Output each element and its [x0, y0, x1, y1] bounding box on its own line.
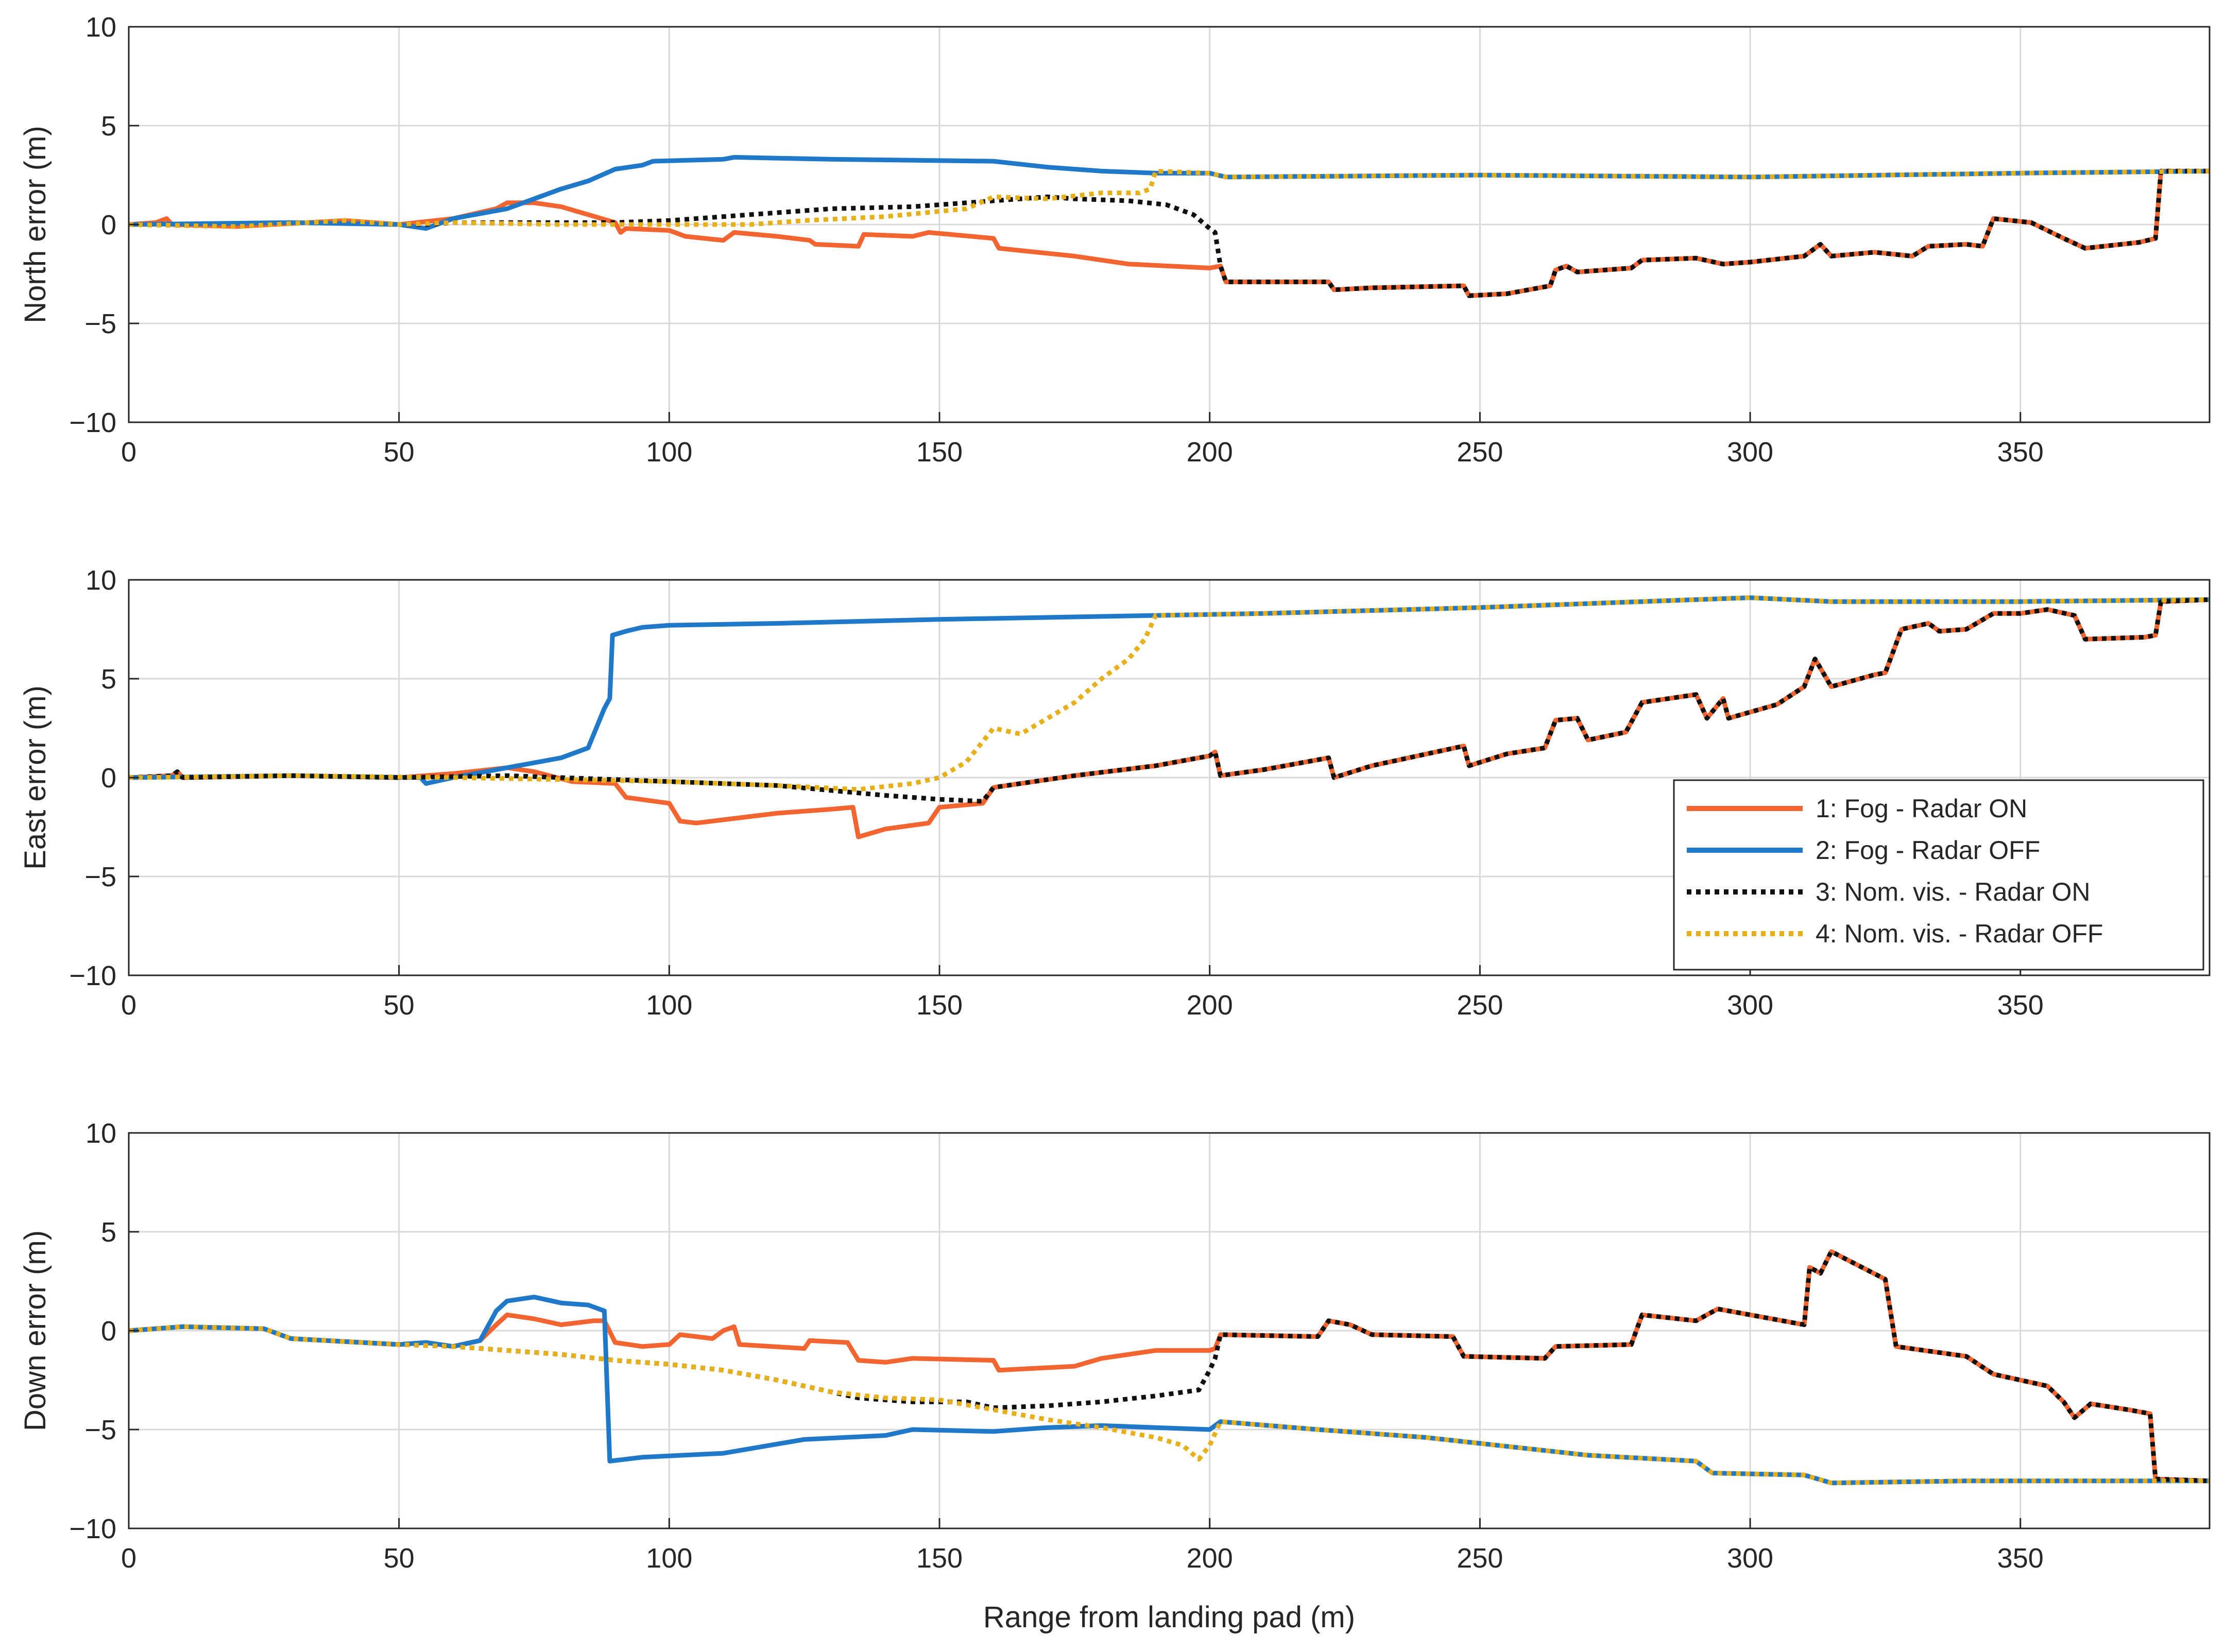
x-tick-label: 150 [916, 990, 963, 1021]
legend-box [1673, 779, 2204, 971]
down-series-fog-radar-on [128, 1249, 2210, 1484]
x-tick-label: 50 [384, 990, 415, 1021]
x-tick-label: 350 [1997, 437, 2044, 468]
x-tick-label: 200 [1187, 1543, 1233, 1574]
east-series-nom-vis-radar-on [128, 597, 2210, 804]
tick-labels: 0 50 100 150 200 250 300 350 −10 −5 0 5 10 [69, 565, 2043, 1021]
x-tick-label: 350 [1997, 1543, 2044, 1574]
x-tick-label: 50 [384, 437, 415, 468]
north-error-panel: 0 50 100 150 200 250 300 350 −10 −5 0 5 10 North err… [19, 12, 2211, 468]
legend-label-nom-vis-radar-off: 4: Nom. vis. - Radar OFF [1816, 919, 2103, 948]
x-tick-label: 0 [121, 1543, 136, 1574]
north-series-fog-radar-off [128, 154, 2210, 231]
x-tick-label: 100 [646, 990, 692, 1021]
x-tick-label: 300 [1727, 437, 1773, 468]
down-series-nom-vis-radar-on [128, 1249, 2210, 1484]
x-tick-label: 100 [646, 437, 692, 468]
y-tick-label: −10 [69, 407, 116, 438]
x-tick-label: 300 [1727, 990, 1773, 1021]
x-tick-label: 250 [1457, 437, 1503, 468]
y-tick-label: 5 [101, 111, 116, 142]
x-tick-label: 0 [121, 990, 136, 1021]
tick-labels: 0 50 100 150 200 250 300 350 −10 −5 0 5 10 [69, 1118, 2043, 1574]
y-tick-label: 10 [85, 12, 116, 43]
y-axis-label: Down error (m) [19, 1230, 52, 1431]
east-series-nom-vis-radar-off [128, 595, 2210, 792]
series-layer [128, 1249, 2210, 1486]
y-tick-label: −5 [84, 862, 116, 892]
legend-label-nom-vis-radar-on: 3: Nom. vis. - Radar ON [1816, 877, 2090, 906]
down-series-fog-radar-off [128, 1295, 2210, 1486]
x-tick-label: 150 [916, 1543, 963, 1574]
y-tick-label: −10 [69, 960, 116, 991]
x-tick-label: 200 [1187, 990, 1233, 1021]
y-tick-label: −5 [84, 308, 116, 339]
down-series-nom-vis-radar-off [128, 1324, 2210, 1486]
x-tick-label: 0 [121, 437, 136, 468]
x-tick-label: 100 [646, 1543, 692, 1574]
y-tick-label: 5 [101, 664, 116, 695]
x-axis-label: Range from landing pad (m) [983, 1601, 1355, 1634]
series-layer [128, 595, 2210, 839]
series-layer [128, 154, 2210, 298]
x-tick-label: 250 [1457, 990, 1503, 1021]
y-tick-label: 0 [101, 210, 116, 240]
x-tick-label: 350 [1997, 990, 2044, 1021]
y-axis-label: East error (m) [19, 685, 52, 870]
tick-labels: 0 50 100 150 200 250 300 350 −10 −5 0 5 10 [69, 12, 2043, 468]
x-tick-label: 300 [1727, 1543, 1773, 1574]
x-tick-label: 150 [916, 437, 963, 468]
y-axis-label: North error (m) [19, 126, 52, 323]
legend: 1: Fog - Radar ON 2: Fog - Radar OFF 3: … [1673, 779, 2204, 971]
legend-label-fog-radar-on: 1: Fog - Radar ON [1816, 794, 2027, 823]
x-tick-label: 250 [1457, 1543, 1503, 1574]
down-error-panel: 0 50 100 150 200 250 300 350 −10 −5 0 5 10 Down erro… [19, 1118, 2211, 1574]
y-tick-label: −10 [69, 1513, 116, 1544]
y-tick-label: 10 [85, 1118, 116, 1149]
legend-label-fog-radar-off: 2: Fog - Radar OFF [1816, 836, 2040, 865]
north-series-nom-vis-radar-on [128, 168, 2210, 298]
y-tick-label: 0 [101, 763, 116, 794]
y-tick-label: −5 [84, 1415, 116, 1445]
y-tick-label: 5 [101, 1217, 116, 1248]
north-series-nom-vis-radar-off [128, 168, 2210, 229]
y-tick-label: 10 [85, 565, 116, 596]
north-series-fog-radar-on [128, 168, 2210, 298]
y-tick-label: 0 [101, 1316, 116, 1347]
x-tick-label: 200 [1187, 437, 1233, 468]
x-tick-label: 50 [384, 1543, 415, 1574]
